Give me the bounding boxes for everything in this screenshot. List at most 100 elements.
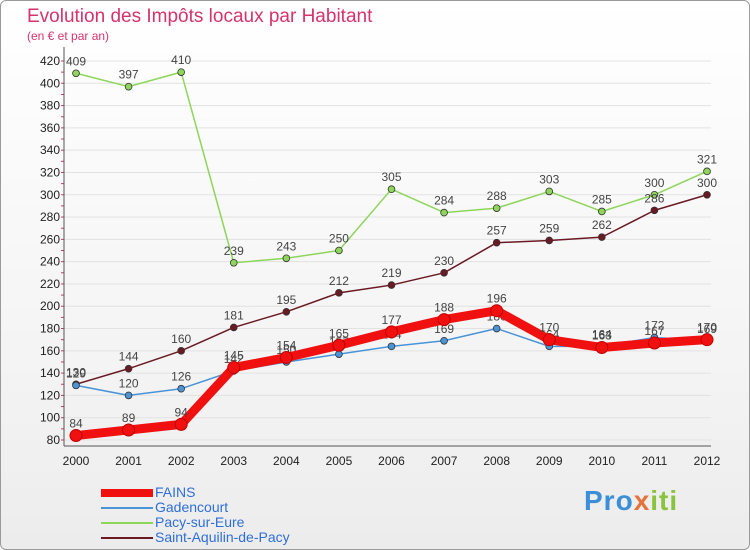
data-label: 160 <box>171 332 191 346</box>
data-label: 181 <box>224 308 244 322</box>
data-label: 195 <box>276 293 296 307</box>
data-point <box>598 233 606 241</box>
series-line-pacy-sur-eure <box>75 71 708 264</box>
data-label: 250 <box>329 232 349 246</box>
logo-part-2: x <box>633 485 651 516</box>
y-tick-label: 160 <box>40 344 60 358</box>
logo-part-1: Pro <box>584 485 634 516</box>
x-tick-label: 2008 <box>483 454 510 468</box>
data-label: 120 <box>119 376 139 390</box>
y-tick-label: 280 <box>40 210 60 224</box>
data-label: 126 <box>171 370 191 384</box>
data-label: 262 <box>592 218 612 232</box>
data-point <box>177 347 185 355</box>
data-point <box>72 381 80 390</box>
logo-part-3: iti <box>650 485 679 516</box>
proxiti-logo: Proxiti <box>584 485 678 517</box>
x-tick-label: 2000 <box>63 454 90 468</box>
data-label: 164 <box>592 327 612 341</box>
y-tick-label: 360 <box>40 121 60 135</box>
data-point <box>387 185 396 193</box>
data-label: 410 <box>171 53 191 67</box>
data-point <box>69 429 83 443</box>
data-label: 285 <box>592 192 612 206</box>
data-point <box>335 350 343 358</box>
data-label: 170 <box>539 321 559 335</box>
y-tick-label: 120 <box>40 388 60 402</box>
data-label: 196 <box>487 292 507 306</box>
x-tick-label: 2009 <box>536 454 563 468</box>
y-tick-label: 220 <box>40 277 60 291</box>
data-point <box>650 206 659 215</box>
data-point <box>282 308 291 316</box>
data-label: 286 <box>644 191 664 205</box>
legend-swatch <box>101 489 153 497</box>
data-point <box>598 207 606 216</box>
data-label: 165 <box>329 326 349 340</box>
y-tick-label: 400 <box>40 76 60 90</box>
data-point <box>700 333 714 347</box>
data-point <box>650 190 659 199</box>
data-point <box>595 340 609 354</box>
data-label: 259 <box>539 221 559 235</box>
x-tick-label: 2002 <box>168 454 195 468</box>
data-label: 397 <box>119 68 139 82</box>
data-point <box>492 324 501 333</box>
data-point <box>703 190 711 199</box>
legend-swatch <box>101 507 153 509</box>
data-label: 144 <box>119 350 139 364</box>
data-point <box>647 336 661 350</box>
y-tick-label: 260 <box>40 232 60 246</box>
legend-label: Gadencourt <box>155 499 229 515</box>
x-tick-label: 2010 <box>588 454 615 468</box>
data-point <box>703 167 711 176</box>
data-label: 230 <box>434 254 454 268</box>
data-label: 239 <box>224 244 244 258</box>
data-label: 169 <box>697 322 717 336</box>
y-tick-label: 340 <box>40 143 60 157</box>
chart-subtitle: (en € et par an) <box>27 29 110 43</box>
data-label: 257 <box>487 224 507 238</box>
data-point <box>124 364 133 373</box>
data-point <box>440 336 448 345</box>
y-tick-label: 100 <box>40 411 60 425</box>
data-point <box>174 417 188 431</box>
data-point <box>440 208 448 217</box>
data-label: 172 <box>644 318 664 332</box>
data-label: 219 <box>381 266 401 280</box>
data-label: 409 <box>66 54 86 68</box>
data-point <box>229 323 238 332</box>
data-point <box>335 289 343 297</box>
data-label: 167 <box>644 324 664 338</box>
x-tick-label: 2007 <box>431 454 458 468</box>
y-tick-label: 240 <box>40 255 60 269</box>
y-tick-label: 380 <box>40 99 60 113</box>
data-point <box>387 342 396 351</box>
x-tick-label: 2004 <box>273 454 300 468</box>
data-point <box>492 204 501 212</box>
legend-swatch <box>101 537 153 539</box>
y-tick-label: 200 <box>40 299 60 313</box>
x-tick-label: 2003 <box>220 454 247 468</box>
data-label: 84 <box>69 417 83 431</box>
data-point <box>229 258 238 267</box>
x-tick-label: 2011 <box>642 454 668 468</box>
data-label: 154 <box>276 339 296 353</box>
data-point <box>279 351 293 365</box>
data-point <box>545 187 554 196</box>
data-point <box>492 238 501 247</box>
x-tick-label: 2012 <box>694 454 721 468</box>
data-label: 284 <box>434 194 454 208</box>
data-point <box>282 254 291 263</box>
data-label: 170 <box>697 321 717 335</box>
data-point <box>227 361 241 375</box>
data-label: 89 <box>122 411 136 425</box>
data-point <box>177 384 185 393</box>
y-tick-label: 420 <box>40 54 60 68</box>
data-label: 94 <box>174 405 188 419</box>
data-label: 129 <box>66 366 86 380</box>
data-point <box>387 281 396 289</box>
y-tick-label: 140 <box>40 366 60 380</box>
